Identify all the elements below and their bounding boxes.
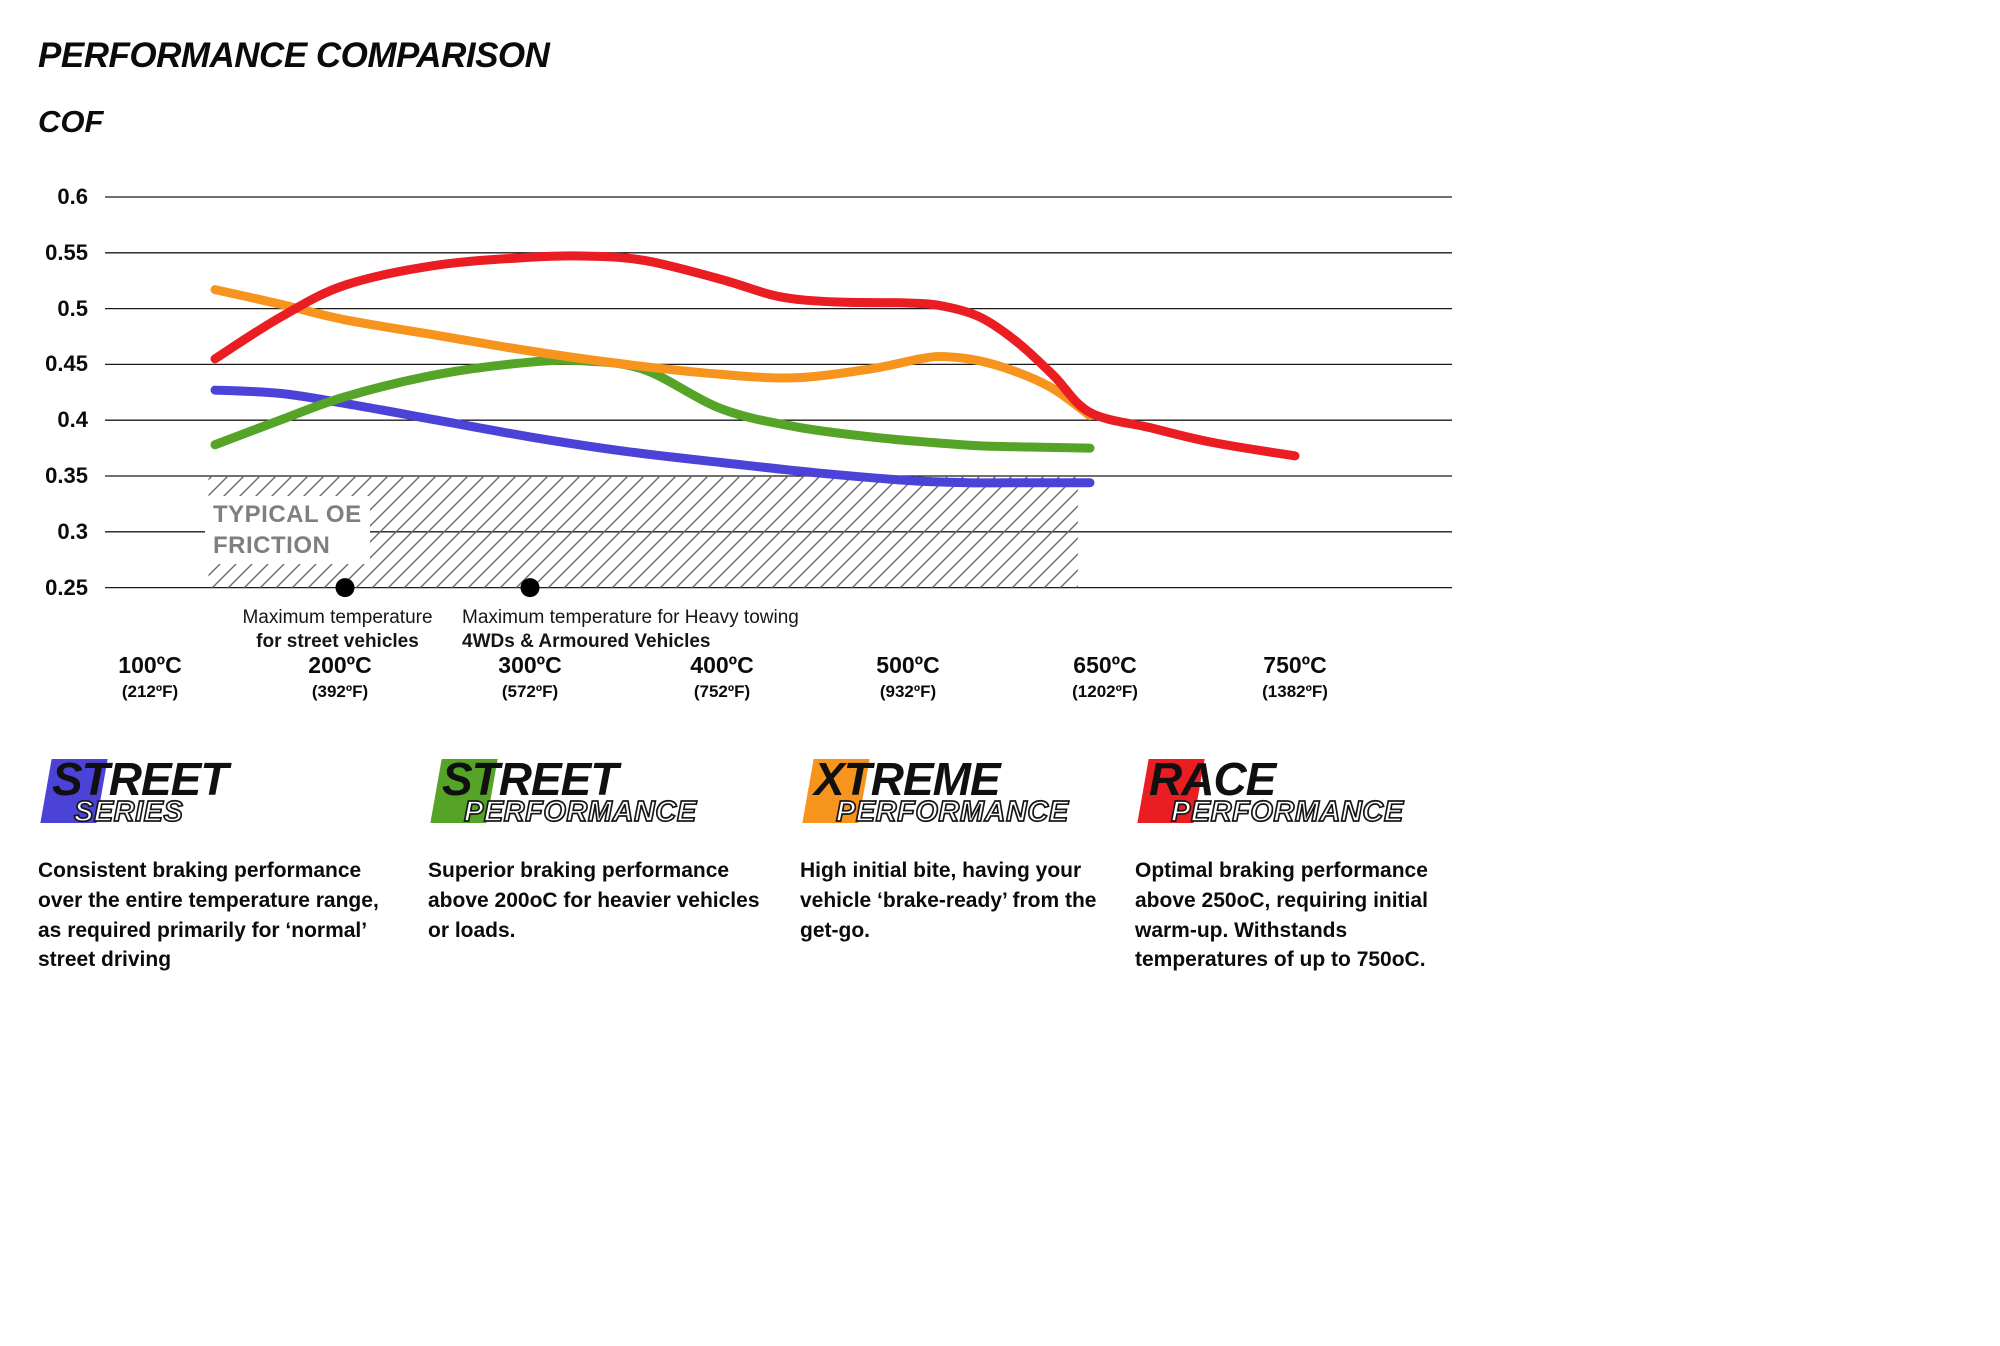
- y-tick-0.6: 0.6: [57, 184, 88, 209]
- x-tick-fahrenheit: (1202ºF): [1072, 682, 1138, 701]
- x-tick-400ºC: 400ºC (752ºF): [690, 652, 753, 702]
- y-tick-0.4: 0.4: [57, 407, 88, 433]
- x-tick-celsius: 100ºC: [118, 652, 182, 678]
- x-tick-fahrenheit: (1382ºF): [1262, 682, 1328, 701]
- series-street-series: [210, 385, 1095, 488]
- legend-street-series: STREET SERIES Consistent braking perform…: [38, 756, 403, 975]
- annotation-line2: for street vehicles: [256, 630, 419, 652]
- x-tick-celsius: 400ºC: [690, 652, 754, 678]
- x-tick-celsius: 200ºC: [308, 652, 372, 678]
- x-tick-fahrenheit: (572ºF): [501, 682, 559, 701]
- logo-word2: SERIES: [73, 796, 184, 828]
- x-tick-500ºC: 500ºC (932ºF): [876, 652, 939, 702]
- y-tick-0.35: 0.35: [45, 463, 88, 488]
- x-tick-celsius: 750ºC: [1263, 652, 1327, 678]
- logo-word2: PERFORMANCE: [463, 796, 697, 828]
- legend-description: Superior braking performance above 200oC…: [428, 859, 760, 942]
- y-tick-0.45: 0.45: [45, 351, 88, 377]
- annotation-dot-2: [520, 578, 540, 598]
- street-performance-logo: STREET PERFORMANCE: [428, 756, 783, 840]
- x-tick-fahrenheit: (932ºF): [879, 682, 937, 701]
- y-tick-0.25: 0.25: [45, 574, 88, 600]
- series-race-performance: [210, 251, 1300, 461]
- x-tick-fahrenheit: (212ºF): [121, 682, 179, 701]
- x-tick-750ºC: 750ºC (1382ºF): [1262, 652, 1328, 702]
- legend-street-performance: STREET PERFORMANCE Superior braking perf…: [428, 756, 783, 945]
- performance-chart-canvas: [105, 196, 1452, 598]
- annotation-dot-1: [335, 578, 355, 598]
- legend-race-performance: RACE PERFORMANCE Optimal braking perform…: [1135, 756, 1485, 975]
- annotation-line1: Maximum temperature: [242, 607, 433, 628]
- street-series-logo: STREET SERIES: [38, 756, 403, 840]
- y-tick-0.5: 0.5: [57, 295, 88, 321]
- x-tick-300ºC: 300ºC (572ºF): [498, 652, 561, 702]
- annotation-line2: 4WDs & Armoured Vehicles: [462, 630, 711, 652]
- x-tick-fahrenheit: (752ºF): [693, 682, 751, 701]
- y-tick-0.3: 0.3: [57, 518, 88, 544]
- x-tick-650ºC: 650ºC (1202ºF): [1072, 652, 1138, 702]
- annotation-street-max-temp: Maximum temperature for street vehicles: [225, 606, 450, 654]
- x-tick-200ºC: 200ºC (392ºF): [308, 652, 371, 702]
- legend-description: Consistent braking performance over the …: [38, 859, 379, 972]
- annotation-towing-max-temp: Maximum temperature for Heavy towing 4WD…: [462, 606, 802, 654]
- series-street-performance: [210, 355, 1095, 453]
- logo-word1: RACE: [1149, 753, 1276, 805]
- x-tick-celsius: 650ºC: [1073, 652, 1137, 678]
- xtreme-performance-logo: XTREME PERFORMANCE: [800, 756, 1105, 840]
- y-tick-0.55: 0.55: [45, 239, 88, 265]
- legend-description: High initial bite, having your vehicle ‘…: [800, 859, 1097, 942]
- oe-friction-label-line2: FRICTION: [213, 532, 331, 560]
- x-tick-celsius: 300ºC: [498, 652, 562, 678]
- logo-word2: PERFORMANCE: [835, 796, 1069, 828]
- x-tick-fahrenheit: (392ºF): [311, 682, 369, 701]
- oe-friction-label-line1: TYPICAL OE: [213, 501, 362, 528]
- logo-word1: STREET: [442, 753, 618, 805]
- race-performance-logo: RACE PERFORMANCE: [1135, 756, 1485, 840]
- logo-word1: STREET: [52, 753, 228, 805]
- page-title: PERFORMANCE COMPARISON: [38, 36, 550, 75]
- series-xtreme-performance: [210, 285, 1095, 421]
- x-tick-100ºC: 100ºC (212ºF): [118, 652, 181, 702]
- annotation-line1: Maximum temperature for Heavy towing: [462, 607, 799, 628]
- logo-word1: XTREME: [814, 753, 1001, 805]
- y-axis-title: COF: [38, 104, 104, 139]
- x-tick-celsius: 500ºC: [876, 652, 940, 678]
- legend-description: Optimal braking performance above 250oC,…: [1135, 859, 1428, 972]
- oe-friction-label: TYPICAL OE FRICTION: [205, 496, 370, 565]
- legend-xtreme-performance: XTREME PERFORMANCE High initial bite, ha…: [800, 756, 1105, 945]
- logo-word2: PERFORMANCE: [1170, 796, 1404, 828]
